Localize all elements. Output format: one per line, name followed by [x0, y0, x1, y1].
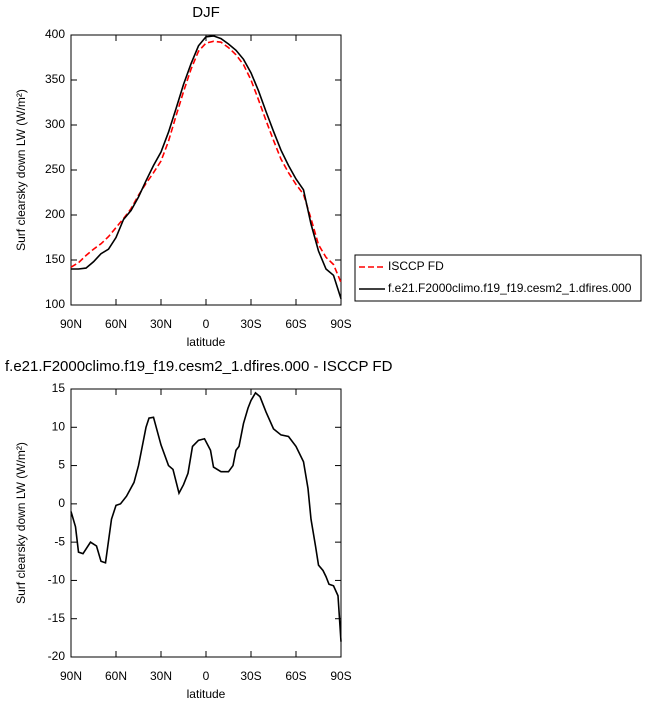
y-tick-label: 350 [45, 72, 65, 86]
x-tick-label: 90N [60, 317, 82, 331]
x-tick-label: 90S [330, 669, 351, 683]
chart-title: f.e21.F2000climo.f19_f19.cesm2_1.dfires.… [5, 358, 393, 375]
y-tick-label: 15 [52, 381, 66, 395]
x-tick-label: 90N [60, 669, 82, 683]
x-tick-label: 60S [285, 669, 306, 683]
data-line [70, 40, 342, 283]
x-tick-label: 90S [330, 317, 351, 331]
y-axis-label: Surf clearsky down LW (W/m²) [14, 89, 28, 251]
legend-label: f.e21.F2000climo.f19_f19.cesm2_1.dfires.… [388, 281, 632, 295]
x-tick-label: 30N [150, 669, 172, 683]
y-tick-label: 250 [45, 162, 65, 176]
chart-title: DJF [192, 4, 220, 21]
x-tick-label: 0 [203, 317, 210, 331]
x-tick-label: 30N [150, 317, 172, 331]
data-line [71, 35, 342, 299]
y-tick-label: -20 [48, 649, 66, 663]
x-tick-label: 60N [105, 669, 127, 683]
x-tick-label: 30S [240, 317, 261, 331]
x-axis-label: latitude [187, 335, 226, 349]
y-tick-label: -15 [48, 611, 66, 625]
y-tick-label: 200 [45, 207, 65, 221]
x-tick-label: 0 [203, 669, 210, 683]
plot-frame [70, 34, 342, 306]
legend-box [354, 254, 642, 302]
x-tick-label: 60S [285, 317, 306, 331]
y-tick-label: 400 [45, 27, 65, 41]
y-tick-label: 100 [45, 297, 65, 311]
x-tick-label: 60N [105, 317, 127, 331]
x-axis-label: latitude [187, 687, 226, 701]
y-tick-label: 10 [52, 419, 66, 433]
x-tick-label: 30S [240, 669, 261, 683]
y-axis-label: Surf clearsky down LW (W/m²) [14, 442, 28, 604]
y-tick-label: 300 [45, 117, 65, 131]
y-tick-label: 0 [58, 496, 65, 510]
y-tick-label: -5 [54, 534, 65, 548]
data-line [70, 391, 342, 642]
legend-label: ISCCP FD [388, 259, 444, 273]
y-tick-label: 5 [58, 458, 65, 472]
y-tick-label: -10 [48, 573, 66, 587]
y-tick-label: 150 [45, 252, 65, 266]
